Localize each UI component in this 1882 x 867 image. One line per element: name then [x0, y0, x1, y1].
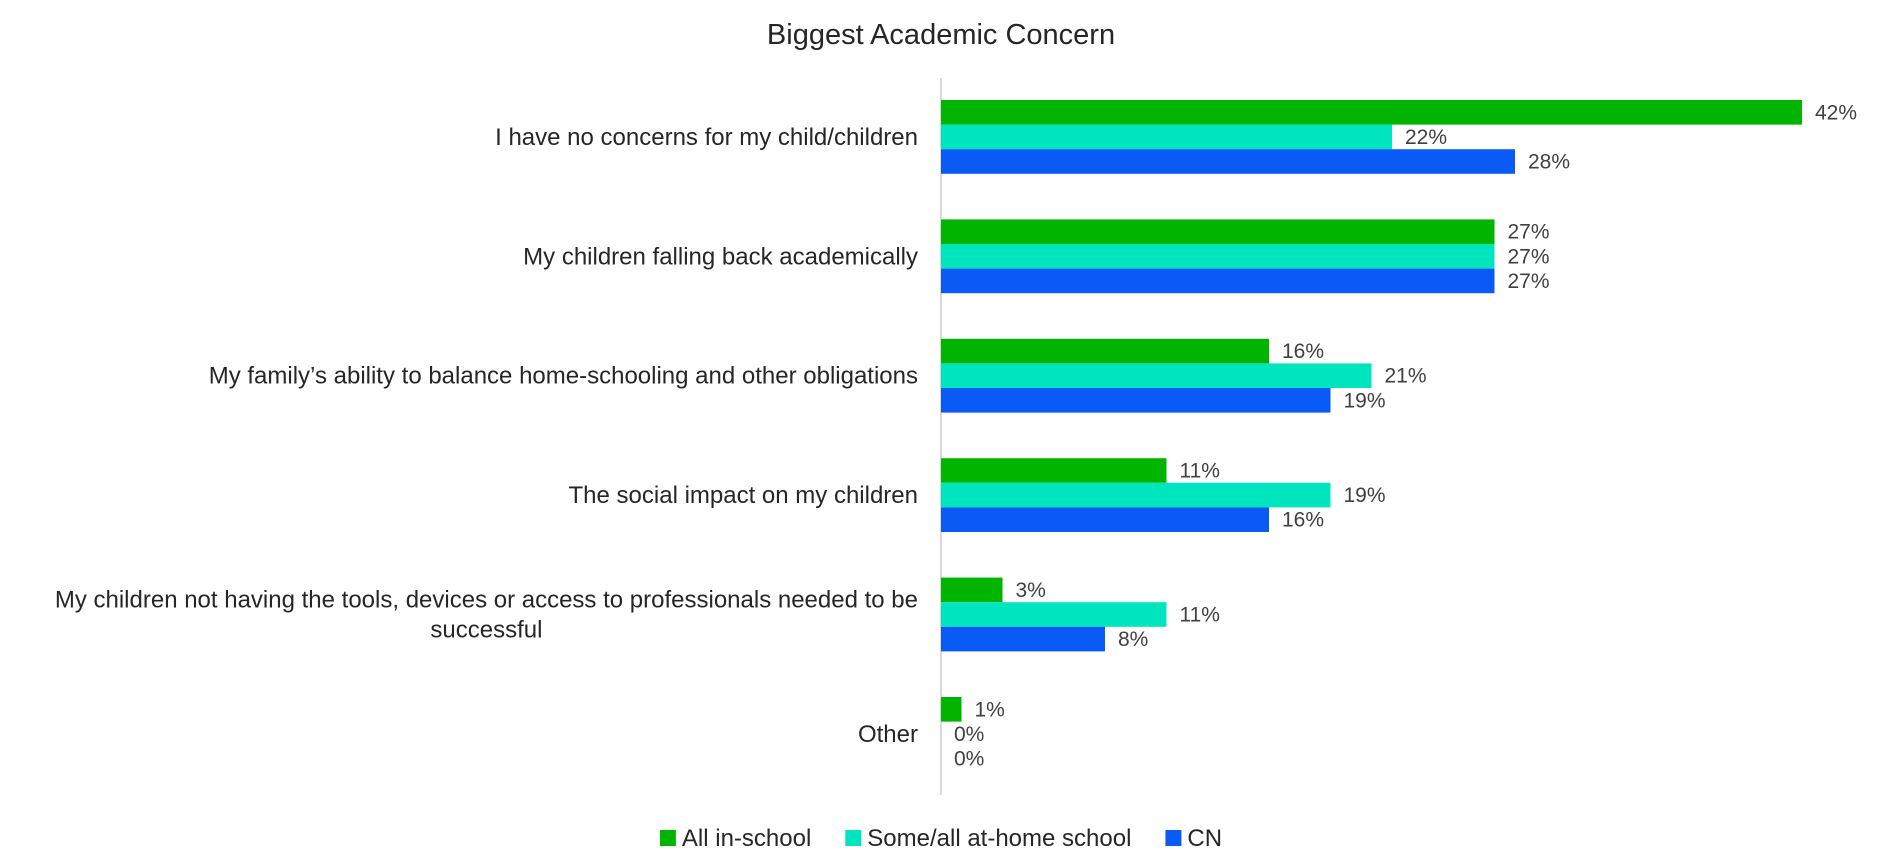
legend-swatch — [845, 830, 862, 846]
category-label: I have no concerns for my child/children — [495, 124, 918, 151]
data-label: 0% — [954, 723, 984, 746]
legend-label: All in-school — [682, 825, 811, 852]
category-label: Other — [858, 721, 918, 748]
data-label: 8% — [1118, 628, 1148, 651]
category-label: My children falling back academically — [523, 243, 918, 270]
category-label: The social impact on my children — [569, 482, 918, 509]
bar — [941, 268, 1495, 294]
data-label: 27% — [1508, 221, 1550, 244]
bar — [941, 338, 1269, 364]
data-label: 27% — [1508, 245, 1550, 268]
legend-swatch — [1165, 830, 1182, 846]
data-label: 16% — [1282, 340, 1324, 363]
data-label: 16% — [1282, 509, 1324, 532]
bar — [941, 458, 1167, 483]
legend-label: Some/all at-home school — [867, 825, 1131, 852]
legend: All in-school Some/all at-home school CN — [659, 825, 1222, 852]
data-label: 11% — [1180, 460, 1220, 483]
data-label: 28% — [1528, 151, 1570, 174]
data-label: 19% — [1344, 484, 1386, 507]
data-label: 0% — [954, 748, 984, 771]
bar — [941, 244, 1495, 269]
data-label: 11% — [1180, 604, 1220, 627]
bar — [941, 124, 1392, 150]
bar — [941, 697, 962, 722]
data-label: 1% — [975, 698, 1005, 721]
bar — [941, 149, 1515, 174]
bar — [941, 602, 1167, 627]
bar — [941, 507, 1269, 532]
data-label: 27% — [1508, 270, 1550, 293]
chart-title: Biggest Academic Concern — [767, 19, 1115, 51]
bar — [941, 626, 1105, 652]
category-label: successful — [430, 617, 542, 644]
data-label: 22% — [1405, 126, 1447, 149]
bar — [941, 100, 1802, 125]
data-label: 42% — [1815, 101, 1857, 124]
category-label: My children not having the tools, device… — [55, 587, 918, 614]
legend-swatch — [659, 830, 676, 846]
data-label: 3% — [1016, 579, 1046, 602]
legend-label: CN — [1187, 825, 1222, 852]
bar — [941, 482, 1331, 508]
bar — [941, 577, 1003, 603]
plot-area: I have no concerns for my child/children… — [55, 100, 1857, 771]
category-label: My family’s ability to balance home-scho… — [209, 363, 918, 390]
bar — [941, 388, 1331, 413]
bar — [941, 363, 1372, 388]
data-label: 19% — [1344, 389, 1386, 412]
data-label: 21% — [1385, 365, 1427, 388]
bar — [941, 219, 1495, 244]
